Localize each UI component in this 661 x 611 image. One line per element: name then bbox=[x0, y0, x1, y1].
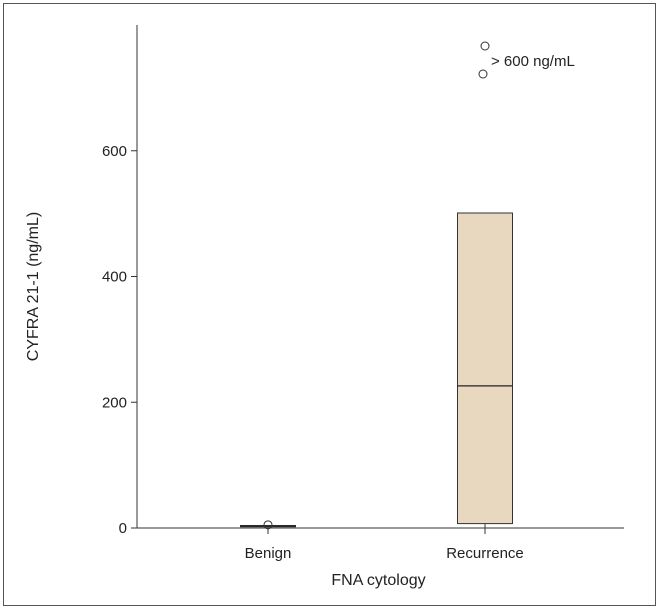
x-ticks: Benign Recurrence bbox=[245, 528, 524, 562]
box-recurrence bbox=[457, 212, 513, 529]
x-tick-label: Benign bbox=[245, 545, 292, 562]
offscale-point bbox=[480, 41, 490, 51]
boxes bbox=[240, 212, 513, 530]
chart-frame bbox=[3, 3, 656, 606]
offscale-point bbox=[478, 69, 488, 79]
y-axis-title: CYFRA 21-1 (ng/mL) bbox=[25, 212, 42, 361]
y-tick-label: 200 bbox=[102, 394, 127, 411]
y-tick-label: 600 bbox=[102, 143, 127, 160]
y-ticks: 0 200 400 600 bbox=[102, 143, 137, 537]
axes bbox=[136, 25, 624, 529]
offscale-label: > 600 ng/mL bbox=[491, 53, 575, 70]
x-tick-label: Recurrence bbox=[446, 545, 524, 562]
box-benign bbox=[240, 520, 296, 530]
offscale-annotation: > 600 ng/mL bbox=[478, 41, 575, 79]
y-tick-label: 400 bbox=[102, 269, 127, 286]
outlier-point bbox=[263, 520, 273, 530]
x-axis-title: FNA cytology bbox=[331, 572, 425, 589]
box-body bbox=[457, 212, 513, 525]
y-tick-label: 0 bbox=[119, 520, 127, 537]
